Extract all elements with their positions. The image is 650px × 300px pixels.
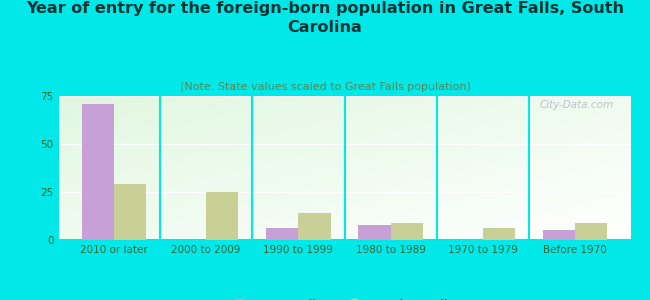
Legend: Great Falls, South Carolina: Great Falls, South Carolina xyxy=(221,294,468,300)
Bar xyxy=(114,184,146,240)
Text: City-Data.com: City-Data.com xyxy=(540,100,614,110)
Text: Year of entry for the foreign-born population in Great Falls, South
Carolina: Year of entry for the foreign-born popul… xyxy=(26,2,624,35)
Bar xyxy=(81,104,114,240)
Bar xyxy=(575,223,608,240)
Bar xyxy=(266,229,298,240)
Bar xyxy=(358,225,391,240)
Text: (Note: State values scaled to Great Falls population): (Note: State values scaled to Great Fall… xyxy=(179,82,471,92)
Bar xyxy=(391,223,423,240)
Bar xyxy=(483,229,515,240)
Bar xyxy=(543,230,575,240)
Bar xyxy=(206,192,239,240)
Bar xyxy=(298,213,331,240)
